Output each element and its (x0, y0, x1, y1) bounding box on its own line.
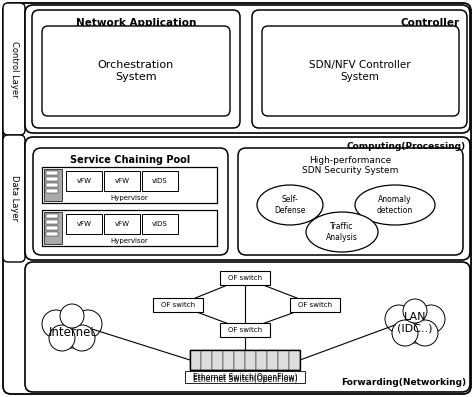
Text: Hypervisor: Hypervisor (110, 195, 148, 201)
Bar (185, 371, 305, 383)
Text: vFW: vFW (115, 221, 129, 227)
Circle shape (69, 325, 95, 351)
Text: Controller: Controller (401, 18, 460, 28)
Text: Ethernet Switch(OpenFlow): Ethernet Switch(OpenFlow) (193, 372, 297, 382)
Bar (153, 298, 203, 312)
Text: LAN
(IDC..): LAN (IDC..) (397, 312, 433, 334)
Bar (142, 171, 178, 191)
Text: Control Layer: Control Layer (9, 40, 18, 97)
Bar (42, 210, 217, 246)
Bar (234, 350, 245, 370)
Bar (267, 350, 278, 370)
Text: vFW: vFW (115, 178, 129, 184)
Circle shape (385, 305, 413, 333)
Circle shape (397, 307, 433, 343)
FancyBboxPatch shape (262, 26, 459, 116)
Bar (201, 350, 212, 370)
FancyBboxPatch shape (42, 26, 230, 116)
FancyBboxPatch shape (32, 10, 240, 128)
Bar (223, 350, 234, 370)
Bar (290, 298, 340, 312)
Text: Service Chaining Pool: Service Chaining Pool (70, 155, 190, 165)
Text: High-performance
SDN Security System: High-performance SDN Security System (302, 156, 398, 175)
Bar (212, 350, 223, 370)
Bar (220, 271, 270, 285)
Bar (142, 214, 178, 234)
Bar (46, 171, 58, 175)
Text: Traffic
Analysis: Traffic Analysis (326, 222, 358, 242)
Bar (46, 226, 58, 230)
Text: OF switch: OF switch (298, 302, 332, 308)
Text: OF switch: OF switch (161, 302, 195, 308)
Bar (220, 323, 270, 337)
Text: Ethernet Switch(OpenFlow): Ethernet Switch(OpenFlow) (193, 375, 297, 384)
FancyBboxPatch shape (25, 5, 470, 133)
Ellipse shape (355, 185, 435, 225)
Bar (42, 167, 217, 203)
Text: vFW: vFW (76, 221, 91, 227)
Circle shape (417, 305, 445, 333)
FancyBboxPatch shape (238, 148, 463, 255)
Text: Anomaly
detection: Anomaly detection (377, 195, 413, 215)
FancyBboxPatch shape (252, 10, 467, 128)
Bar (190, 350, 201, 370)
Circle shape (42, 310, 70, 338)
Text: vIDS: vIDS (152, 221, 168, 227)
Text: SDN/NFV Controller
System: SDN/NFV Controller System (309, 60, 411, 82)
Bar (104, 171, 140, 191)
Circle shape (54, 312, 90, 348)
FancyBboxPatch shape (3, 3, 25, 135)
Bar (278, 350, 289, 370)
Text: Hypervisor: Hypervisor (110, 238, 148, 244)
FancyBboxPatch shape (33, 148, 228, 255)
Circle shape (392, 320, 418, 346)
FancyBboxPatch shape (3, 135, 25, 262)
Bar (46, 183, 58, 187)
Bar (44, 212, 62, 244)
Text: Network Application: Network Application (76, 18, 196, 28)
Bar (256, 350, 267, 370)
Circle shape (74, 310, 102, 338)
Bar (46, 214, 58, 218)
Text: Computing(Processing): Computing(Processing) (347, 142, 466, 151)
Bar (245, 350, 256, 370)
Text: vFW: vFW (76, 178, 91, 184)
Bar (46, 232, 58, 236)
Text: Data Layer: Data Layer (9, 175, 18, 222)
Ellipse shape (257, 185, 323, 225)
FancyBboxPatch shape (3, 3, 471, 394)
Ellipse shape (306, 212, 378, 252)
Text: Internet: Internet (48, 326, 96, 339)
Bar (46, 220, 58, 224)
Circle shape (49, 325, 75, 351)
Bar (46, 189, 58, 193)
Text: OF switch: OF switch (228, 327, 262, 333)
Bar (190, 350, 300, 370)
Text: vIDS: vIDS (152, 178, 168, 184)
Bar (44, 169, 62, 201)
Bar (66, 171, 102, 191)
Bar (104, 214, 140, 234)
Circle shape (412, 320, 438, 346)
FancyBboxPatch shape (25, 262, 470, 392)
Circle shape (403, 299, 427, 323)
Text: Orchestration
System: Orchestration System (98, 60, 174, 82)
Text: Self-
Defense: Self- Defense (274, 195, 306, 215)
Text: Forwarding(Networking): Forwarding(Networking) (341, 378, 466, 387)
Text: OF switch: OF switch (228, 275, 262, 281)
Circle shape (60, 304, 84, 328)
FancyBboxPatch shape (25, 137, 470, 260)
Bar (66, 214, 102, 234)
Bar (289, 350, 300, 370)
Bar (46, 177, 58, 181)
